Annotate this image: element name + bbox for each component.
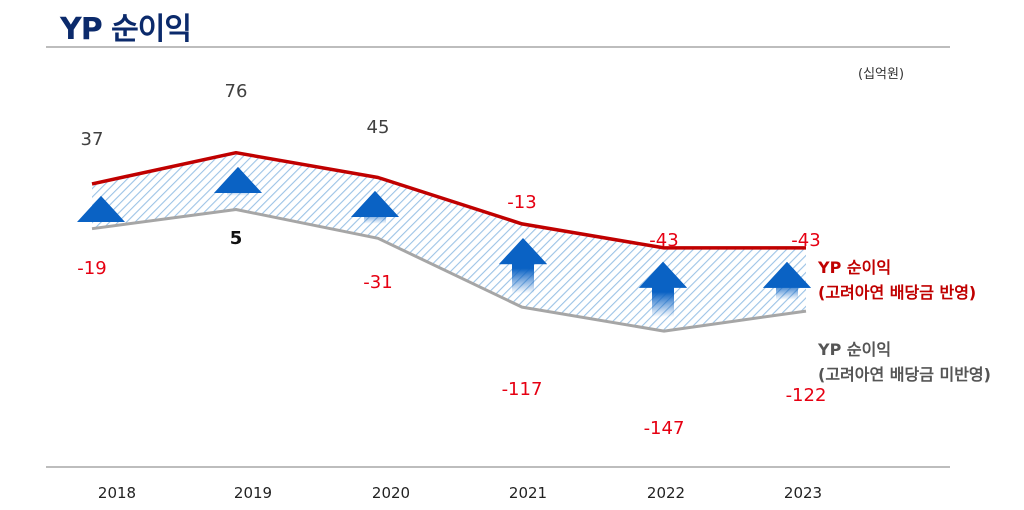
data-label-with-dividend: 76: [225, 81, 248, 102]
data-label-without-dividend: 5: [230, 228, 243, 249]
data-label-without-dividend: -19: [77, 258, 106, 279]
legend-without-dividend: YP 순이익: [817, 340, 891, 359]
series-lines: [91, 150, 807, 333]
hatched-area: [92, 152, 806, 332]
arrow-head: [763, 261, 811, 288]
x-tick-label: 2020: [372, 484, 410, 502]
difference-area: [92, 152, 806, 332]
x-tick-label: 2018: [98, 484, 136, 502]
data-labels: 37 76 45 -13 -43 -43 -19 5 -31 -117 -147 -122: [77, 81, 826, 439]
arrow-head: [639, 261, 687, 288]
unit-label: (십억원): [858, 67, 905, 82]
data-label-without-dividend: -117: [502, 379, 543, 400]
up-arrow: [763, 261, 811, 300]
up-arrow: [214, 167, 262, 196]
series-line-without-dividend: [91, 208, 807, 333]
page-title: YP 순이익: [60, 12, 192, 47]
legend-without-dividend: (고려아연 배당금 미반영): [818, 365, 991, 384]
arrow-group: [77, 167, 811, 317]
data-label-with-dividend: -13: [507, 192, 536, 213]
x-tick-label: 2022: [647, 484, 685, 502]
data-label-without-dividend: -147: [644, 418, 685, 439]
series-line-with-dividend: [91, 150, 806, 250]
legend-with-dividend: YP 순이익: [817, 258, 891, 277]
data-label-with-dividend: 45: [367, 117, 390, 138]
data-label-without-dividend: -31: [363, 272, 392, 293]
x-tick-label: 2021: [509, 484, 547, 502]
arrow-head: [77, 195, 125, 222]
data-label-without-dividend: -122: [786, 385, 827, 406]
x-axis: 2018 2019 2020 2021 2022 2023: [46, 466, 950, 502]
data-label-with-dividend: 37: [81, 129, 104, 150]
up-arrow: [639, 261, 687, 317]
up-arrow: [77, 195, 125, 222]
data-label-with-dividend: -43: [791, 230, 820, 251]
arrow-head: [351, 190, 399, 217]
arrow-head: [499, 238, 547, 265]
legend-with-dividend: (고려아연 배당금 반영): [818, 283, 976, 302]
title-divider: [46, 46, 950, 48]
up-arrow: [351, 190, 399, 224]
x-tick-label: 2023: [784, 484, 822, 502]
up-arrow: [499, 238, 547, 294]
legend: YP 순이익 (고려아연 배당금 반영) YP 순이익 (고려아연 배당금 미반영): [817, 258, 991, 384]
data-label-with-dividend: -43: [649, 230, 678, 251]
x-tick-label: 2019: [234, 484, 272, 502]
arrow-head: [214, 167, 262, 194]
